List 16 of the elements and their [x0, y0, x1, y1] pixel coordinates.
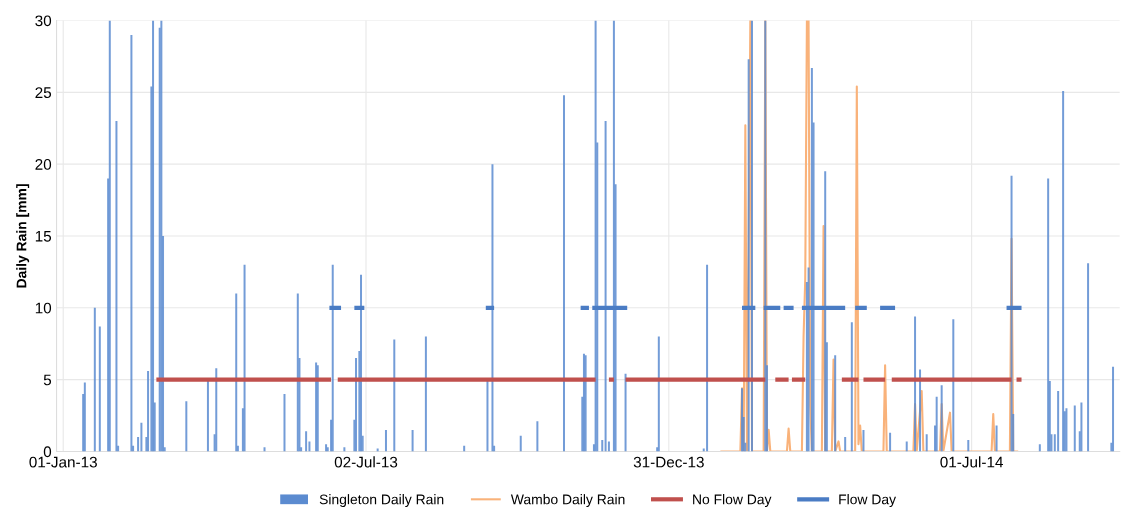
y-tick-label: 0 — [43, 446, 52, 458]
y-tick-label: 5 — [43, 374, 52, 386]
legend-label: Wambo Daily Rain — [510, 494, 625, 508]
legend-label: Singleton Daily Rain — [319, 494, 444, 508]
y-tick-label: 10 — [35, 302, 52, 314]
y-tick-label: 20 — [35, 159, 52, 170]
x-tick-label: 31-Dec-13 — [633, 456, 704, 468]
y-tick-label: 30 — [35, 15, 52, 27]
legend-label: No Flow Day — [693, 494, 772, 508]
y-tick-label: 15 — [35, 231, 52, 242]
x-tick-label: 01-Jan-13 — [29, 456, 97, 468]
legend-label: Flow Day — [839, 494, 896, 508]
y-axis-title: Daily Rain [mm] — [16, 184, 30, 288]
x-tick-label: 01-Jul-14 — [940, 456, 1004, 468]
x-tick-label: 02-Jul-13 — [334, 456, 398, 468]
y-tick-label: 25 — [35, 87, 52, 99]
